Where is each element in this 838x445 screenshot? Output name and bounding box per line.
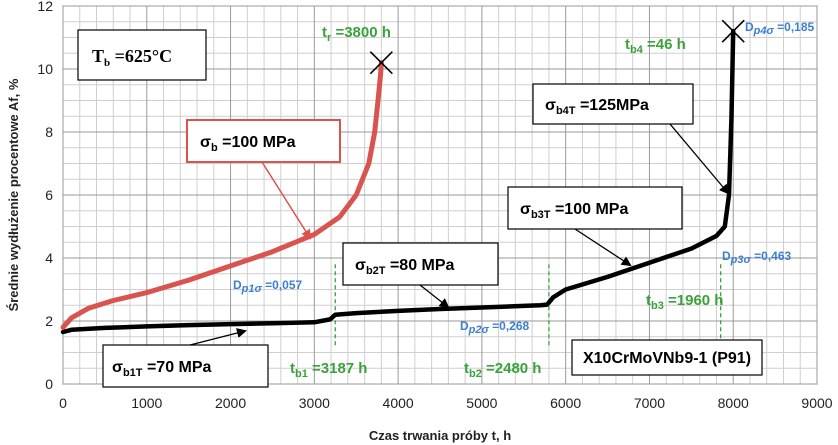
- y-tick-label: 10: [37, 61, 53, 77]
- material-box: [571, 339, 763, 376]
- sigma-b-label: σb =100 MPa: [200, 134, 296, 154]
- sigma-b1-label: σb1T =70 MPa: [112, 359, 212, 379]
- y-tick-label: 2: [45, 313, 53, 329]
- x-tick-label: 1000: [131, 395, 162, 411]
- x-tick-label: 0: [59, 395, 67, 411]
- y-tick-label: 8: [45, 124, 53, 140]
- y-tick-label: 6: [45, 187, 53, 203]
- y-tick-label: 4: [45, 250, 53, 266]
- sigma-b4-label: σb4T =125MPa: [545, 97, 649, 117]
- x-tick-label: 7000: [634, 395, 665, 411]
- rupture-marker: [721, 19, 745, 43]
- sigma-b2-arrow: [419, 284, 450, 309]
- y-tick-label: 12: [37, 0, 53, 14]
- sigma-b2-box: [342, 242, 499, 286]
- temperature-label: Tb =625°C: [92, 46, 172, 69]
- sigma-b2-label: σb2T =80 MPa: [355, 257, 455, 277]
- rupture-marker: [369, 51, 393, 75]
- marker-layer: [369, 19, 745, 75]
- dp4-label: Dp4σ =0,185: [745, 20, 815, 37]
- series-layer: [60, 28, 736, 335]
- x-tick-labels: 0 1000 2000 3000 4000 5000 6000 7000 8000 9000: [59, 395, 833, 411]
- x-tick-label: 8000: [718, 395, 749, 411]
- temperature-box: [77, 29, 207, 81]
- sigma-b-arrow: [261, 161, 312, 240]
- tb3-label: tb3 =1960 h: [646, 292, 723, 312]
- tb4-label: tb4 =46 h: [625, 36, 686, 56]
- x-axis-title: Czas trwania próby t, h: [369, 428, 511, 443]
- dp1-label: Dp1σ =0,057: [233, 278, 303, 295]
- x-tick-label: 4000: [383, 395, 414, 411]
- tr-label: tr =3800 h: [322, 24, 391, 44]
- dp2-label: Dp2σ =0,268: [460, 319, 530, 336]
- x-tick-label: 9000: [801, 395, 832, 411]
- y-axis-title: Średnie wydłużenie procentowe Af, %: [6, 78, 21, 311]
- dp3-label: Dp3σ =0,463: [722, 249, 792, 266]
- sigma-b3-label: σb3T =100 MPa: [520, 201, 628, 221]
- sigma-b-box: [186, 119, 341, 163]
- x-tick-label: 3000: [299, 395, 330, 411]
- y-tick-labels: 0 2 4 6 8 10 12: [37, 0, 53, 392]
- series-line-1: [60, 60, 384, 330]
- sigma-b3-arrow: [574, 228, 632, 267]
- sigma-b3-box: [507, 186, 683, 230]
- x-tick-label: 5000: [466, 395, 497, 411]
- series-line-2: [60, 28, 736, 335]
- material-label: X10CrMoVNb9-1 (P91): [583, 350, 751, 367]
- tb1-label: tb1 =3187 h: [290, 360, 367, 380]
- sigma-b1-box: [102, 344, 269, 388]
- tb2-label: tb2 =2480 h: [464, 360, 541, 380]
- sigma-b4-arrow: [669, 123, 730, 195]
- sigma-b4-box: [532, 83, 694, 125]
- x-tick-label: 2000: [215, 395, 246, 411]
- x-tick-label: 6000: [550, 395, 581, 411]
- y-tick-label: 0: [45, 376, 53, 392]
- sigma-b1-arrow: [189, 328, 247, 346]
